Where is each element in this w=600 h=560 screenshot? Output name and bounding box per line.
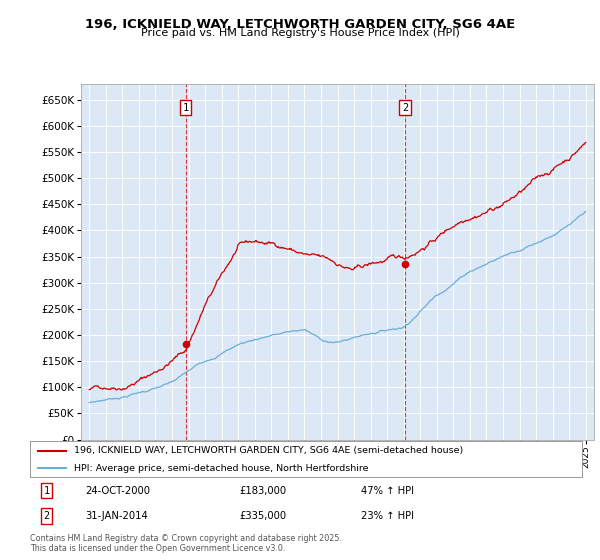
Text: 1: 1 [182,102,189,113]
Text: 24-OCT-2000: 24-OCT-2000 [85,486,150,496]
Text: 31-JAN-2014: 31-JAN-2014 [85,511,148,521]
Text: 2: 2 [44,511,50,521]
Text: Price paid vs. HM Land Registry's House Price Index (HPI): Price paid vs. HM Land Registry's House … [140,28,460,38]
Text: 47% ↑ HPI: 47% ↑ HPI [361,486,414,496]
Text: £183,000: £183,000 [240,486,287,496]
Text: 196, ICKNIELD WAY, LETCHWORTH GARDEN CITY, SG6 4AE (semi-detached house): 196, ICKNIELD WAY, LETCHWORTH GARDEN CIT… [74,446,463,455]
Text: 23% ↑ HPI: 23% ↑ HPI [361,511,414,521]
Text: 196, ICKNIELD WAY, LETCHWORTH GARDEN CITY, SG6 4AE: 196, ICKNIELD WAY, LETCHWORTH GARDEN CIT… [85,18,515,31]
Text: 2: 2 [402,102,408,113]
Text: HPI: Average price, semi-detached house, North Hertfordshire: HPI: Average price, semi-detached house,… [74,464,368,473]
Text: 1: 1 [44,486,50,496]
Text: £335,000: £335,000 [240,511,287,521]
Text: Contains HM Land Registry data © Crown copyright and database right 2025.
This d: Contains HM Land Registry data © Crown c… [30,534,342,553]
